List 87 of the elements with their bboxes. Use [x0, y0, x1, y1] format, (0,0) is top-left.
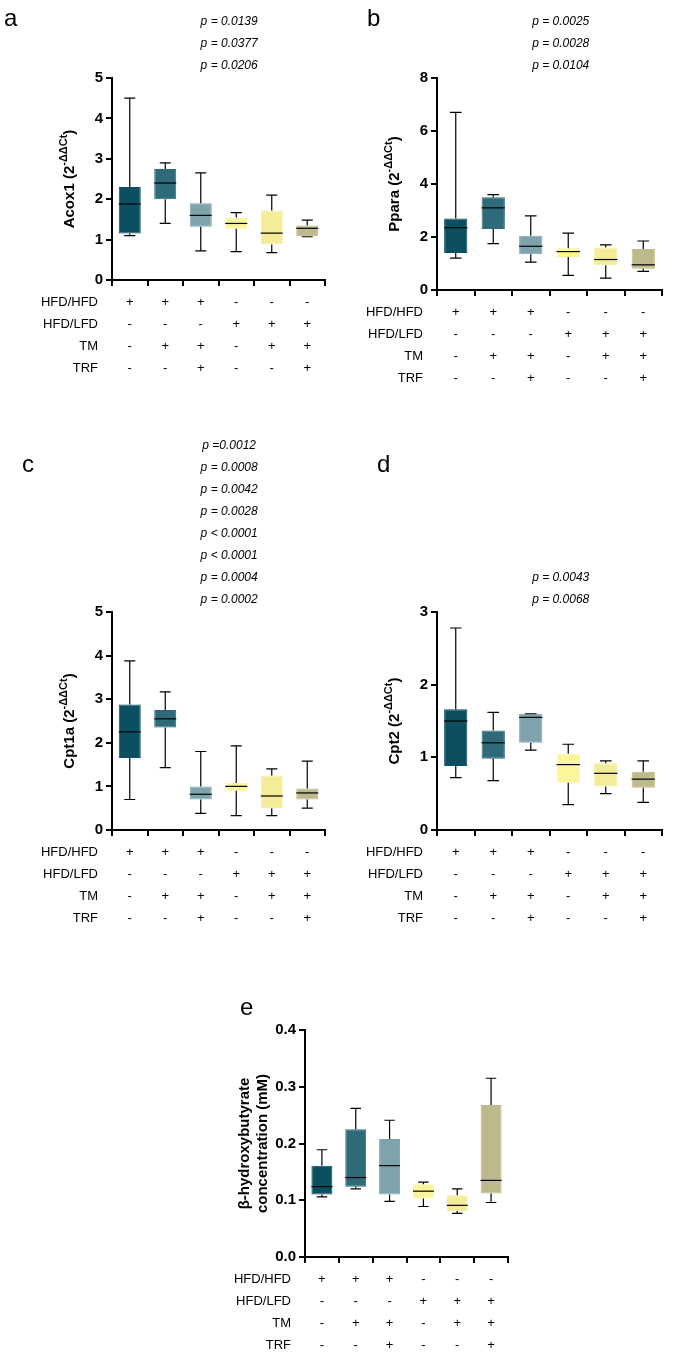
y-axis-title: β-hydroxybutyrate concentration (mM)	[235, 1073, 271, 1214]
x-tick-label: + - + +	[196, 843, 205, 925]
x-tick-label: - + + +	[487, 1270, 495, 1352]
x-tick-label: + - + -	[351, 1270, 360, 1352]
x-axis-title: HFD/HFD HFD/LFD TM TRF	[40, 843, 99, 925]
x-tick-label: - + + -	[267, 843, 276, 925]
x-tick-label: - + + -	[601, 303, 610, 385]
y-tick-label: 4	[419, 174, 429, 192]
y-tick-label: 4	[94, 645, 104, 663]
x-tick-label: + - + +	[526, 303, 535, 385]
y-tick-label: 6	[419, 121, 428, 139]
x-tick-label: - + - -	[232, 843, 241, 925]
x-axis-title: HFD/HFD HFD/LFD TM TRF	[365, 303, 424, 385]
x-tick-label: - + + -	[453, 1270, 462, 1352]
chart-title: b	[367, 4, 381, 31]
text: p < 0.0001	[199, 526, 258, 541]
text: p = 0.0139	[199, 14, 258, 29]
y-tick-label: 1	[419, 747, 428, 765]
x-tick-label: + - - -	[125, 293, 134, 375]
y-tick-label: 3	[94, 689, 103, 707]
x-tick-label: + - - -	[125, 843, 134, 925]
text: p = 0.0025	[531, 14, 590, 29]
y-tick-label: 0.3	[275, 1076, 296, 1094]
y-tick-label: 2	[94, 189, 103, 207]
y-tick-label: 0	[419, 280, 428, 298]
y-tick-label: 0	[419, 820, 428, 838]
x-tick-label: + - + -	[161, 843, 170, 925]
y-axis-title: Ppara (2-ΔΔCt)	[382, 136, 403, 232]
y-tick-label: 8	[419, 68, 428, 86]
text: p = 0.0004	[199, 570, 258, 585]
y-tick-label: 0	[94, 820, 103, 838]
y-tick-label: 4	[94, 108, 104, 126]
text: p = 0.0002	[199, 592, 258, 607]
text: p < 0.0001	[199, 548, 258, 563]
x-tick-label: - + + +	[303, 843, 312, 925]
text: p = 0.0008	[199, 460, 258, 475]
y-axis-title: Cpt1a (2-ΔΔCt)	[57, 673, 78, 769]
text: p = 0.0068	[531, 592, 590, 607]
x-tick-label: - + - -	[232, 293, 241, 375]
chart-title: a	[4, 4, 18, 31]
y-tick-label: 3	[419, 602, 428, 620]
x-axis-title: HFD/HFD HFD/LFD TM TRF	[233, 1270, 292, 1352]
x-tick-label: - + + -	[267, 293, 276, 375]
chart-title: c	[22, 450, 34, 477]
y-tick-label: 0.4	[275, 1020, 297, 1038]
y-axis-title: Acox1 (2-ΔΔCt)	[57, 129, 78, 229]
y-tick-label: 3	[94, 148, 103, 166]
x-tick-label: - + + +	[639, 303, 648, 385]
x-tick-label: + - + -	[489, 843, 498, 925]
y-tick-label: 0.1	[275, 1190, 296, 1208]
y-tick-label: 5	[94, 602, 103, 620]
text: p =0.0012	[201, 438, 257, 453]
x-tick-label: + - - -	[451, 303, 460, 385]
y-tick-label: 2	[94, 732, 103, 750]
y-tick-label: 2	[419, 674, 428, 692]
x-tick-label: + - + +	[196, 293, 205, 375]
x-tick-label: + - + -	[489, 303, 498, 385]
y-tick-label: 2	[419, 227, 428, 245]
x-tick-label: + - + +	[385, 1270, 394, 1352]
x-axis-title: HFD/HFD HFD/LFD TM TRF	[40, 293, 99, 375]
x-tick-label: + - - -	[451, 843, 460, 925]
text: p = 0.0206	[199, 58, 258, 73]
x-tick-label: - + - -	[564, 303, 573, 385]
y-tick-label: 0.0	[275, 1247, 296, 1265]
y-tick-label: 1	[94, 229, 103, 247]
y-axis-title: Cpt2 (2-ΔΔCt)	[382, 677, 403, 765]
chart-title: d	[377, 450, 391, 477]
text: p = 0.0042	[199, 482, 258, 497]
text: p = 0.0043	[531, 570, 590, 585]
x-tick-label: - + - -	[419, 1270, 428, 1352]
x-axis-title: HFD/HFD HFD/LFD TM TRF	[365, 843, 424, 925]
chart-title: e	[240, 993, 254, 1020]
x-tick-label: - + + -	[601, 843, 610, 925]
y-tick-label: 0.2	[275, 1133, 296, 1151]
y-tick-label: 1	[94, 776, 103, 794]
text: p = 0.0028	[199, 504, 258, 519]
text: p = 0.0028	[531, 36, 590, 51]
x-tick-label: + - + +	[526, 843, 535, 925]
y-tick-label: 5	[94, 68, 103, 86]
y-tick-label: 0	[94, 270, 103, 288]
text: p = 0.0104	[531, 58, 590, 73]
x-tick-label: - + + +	[303, 293, 312, 375]
x-tick-label: - + + +	[639, 843, 648, 925]
x-tick-label: + - - -	[318, 1270, 326, 1352]
x-tick-label: + - + -	[161, 293, 170, 375]
x-tick-label: - + - -	[564, 843, 573, 925]
text: p = 0.0377	[199, 36, 259, 51]
